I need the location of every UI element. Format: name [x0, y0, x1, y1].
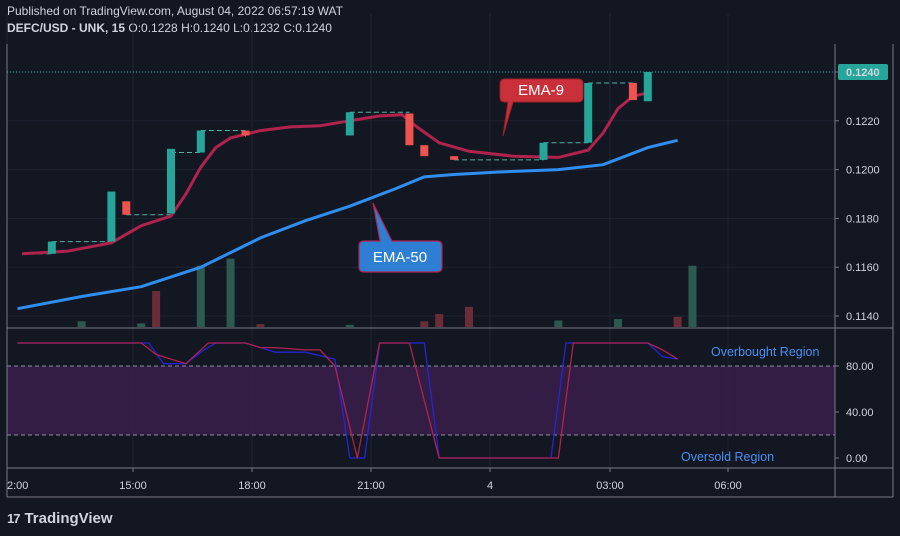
volume-bar	[345, 324, 354, 327]
volume-bar	[226, 258, 235, 327]
symbol-ohlc-line: DEFC/USD - UNK, 15 O:0.1228 H:0.1240 L:0…	[7, 21, 332, 35]
volume-bar	[465, 306, 473, 327]
open-value: 0.1228	[141, 21, 178, 35]
volume-bar	[435, 314, 444, 327]
volume-bar	[196, 265, 205, 327]
candles	[47, 72, 652, 254]
volume-bar	[688, 265, 697, 327]
tradingview-footer[interactable]: 17 TradingView	[7, 510, 113, 527]
oscillator-band	[7, 365, 835, 436]
osc-tick-label: 40.00	[846, 407, 874, 419]
candle-body	[345, 112, 354, 136]
close-label: C:	[283, 21, 296, 35]
chart-frame	[6, 44, 894, 498]
price-axis[interactable]: 0.12400.12200.12000.11800.11600.11400.12…	[835, 64, 888, 323]
ema9-callout-label: EMA-9	[518, 82, 564, 99]
candle-body	[539, 142, 548, 160]
volume-bar	[137, 323, 146, 327]
volume-bar	[554, 320, 563, 327]
price-tick-label: 0.1220	[846, 116, 880, 128]
price-tick-label: 0.1200	[846, 165, 880, 177]
oscillator-slow-line	[17, 342, 678, 459]
candle-body	[643, 72, 652, 102]
low-label: L:	[233, 21, 244, 35]
candle-body	[196, 130, 205, 153]
volume-bar	[152, 291, 161, 327]
oscillator-lines	[17, 342, 678, 459]
ema50-line	[17, 138, 678, 311]
candle-body	[47, 241, 56, 254]
volume-bar	[673, 316, 682, 327]
time-axis[interactable]: 2:00 15:00 18:00 21:00 4 03:00 06:00	[6, 468, 742, 492]
price-tick-label: 0.1180	[846, 213, 879, 225]
tradingview-logo-icon: 17	[7, 511, 21, 526]
overbought-region-label: Overbought Region	[711, 345, 819, 359]
candle-body	[420, 145, 429, 157]
osc-tick-label: 0.00	[846, 453, 867, 465]
candle-body	[107, 191, 116, 242]
time-tick-label: 15:00	[119, 480, 147, 492]
open-label: O:	[128, 21, 142, 35]
ema9-line	[21, 91, 649, 256]
time-tick-label: 06:00	[714, 480, 742, 492]
candle-body	[628, 82, 637, 101]
callouts: EMA-9 EMA-50	[358, 78, 584, 273]
volume-bar	[420, 321, 429, 327]
last-price-tag	[838, 64, 888, 80]
time-tick-label: 18:00	[238, 480, 266, 492]
ema9-callout-box	[499, 78, 584, 137]
price-tick-label: 0.1140	[846, 311, 879, 323]
ema50-callout-box	[358, 202, 443, 273]
symbol-label[interactable]: DEFC/USD - UNK, 15	[7, 21, 126, 35]
volume-bar	[77, 321, 86, 327]
candle-body	[122, 201, 131, 215]
candle-body	[241, 130, 250, 136]
oscillator-axis[interactable]: 80.00 40.00 0.00 Overbought Region Oversold …	[681, 345, 874, 465]
volume-bars	[77, 258, 697, 327]
ob-os-band	[7, 366, 835, 435]
time-tick-label: 21:00	[357, 480, 385, 492]
oversold-region-label: Oversold Region	[681, 450, 774, 464]
candle-body	[405, 113, 414, 146]
price-tick-label: 0.1160	[846, 262, 879, 274]
high-value: 0.1240	[193, 21, 230, 35]
volume-bar	[256, 324, 265, 327]
time-tick-label: 2:00	[7, 480, 28, 492]
published-info: Published on TradingView.com, August 04,…	[7, 4, 343, 18]
candle-body	[167, 148, 175, 214]
brand-name: TradingView	[24, 510, 113, 527]
high-label: H:	[181, 21, 194, 35]
osc-tick-label: 80.00	[846, 361, 874, 373]
ema50-callout-label: EMA-50	[373, 249, 427, 266]
close-value: 0.1240	[295, 21, 332, 35]
last-price-label: 0.1240	[846, 67, 880, 79]
volume-bar	[614, 319, 622, 327]
candle-body	[450, 156, 459, 160]
time-tick-label: 03:00	[596, 480, 624, 492]
time-tick-label: 4	[487, 480, 493, 492]
candle-body	[584, 82, 593, 143]
